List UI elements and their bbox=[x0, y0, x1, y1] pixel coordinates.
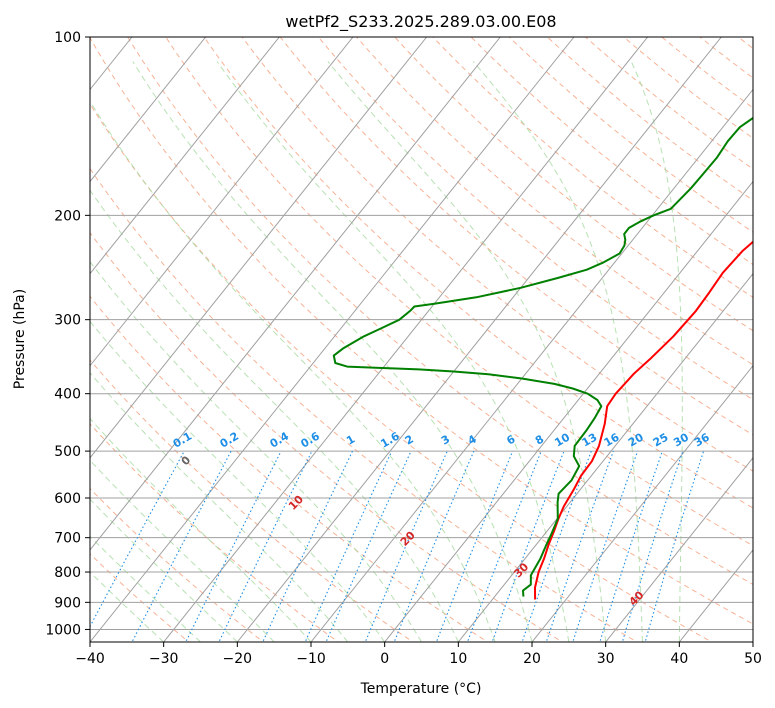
isotherm-line bbox=[531, 364, 753, 642]
y-tick-label: 800 bbox=[54, 565, 81, 581]
y-tick-label: 100 bbox=[54, 30, 81, 46]
y-tick-label: 400 bbox=[54, 387, 81, 403]
x-tick-label: −10 bbox=[296, 651, 326, 667]
mixing-ratio-line bbox=[545, 450, 614, 642]
x-tick-label: 10 bbox=[449, 651, 467, 667]
isotherm-line bbox=[605, 457, 753, 642]
sounding-lines bbox=[332, 116, 753, 600]
isotherm-line bbox=[163, 37, 649, 642]
plot-frame bbox=[89, 36, 754, 643]
isotherm-line bbox=[90, 37, 428, 459]
moist-adiabat-line bbox=[90, 535, 201, 642]
moist-adiabat-line bbox=[216, 61, 570, 642]
y-tick-label: 200 bbox=[54, 208, 81, 224]
dry-adiabat-line bbox=[90, 231, 564, 642]
background-lines bbox=[90, 37, 753, 642]
dry-adiabat-line bbox=[203, 37, 753, 509]
isotherm-line bbox=[236, 37, 722, 642]
isotherm-line bbox=[90, 37, 207, 183]
moist-adiabat-line bbox=[327, 61, 607, 642]
isotherm-line bbox=[90, 37, 354, 367]
moist-adiabat-line bbox=[90, 498, 238, 642]
isotherm-line bbox=[90, 37, 575, 642]
x-tick-label: 30 bbox=[597, 651, 615, 667]
dry-adiabat-line bbox=[90, 423, 340, 642]
isotherm-line bbox=[310, 88, 753, 642]
isotherm-line bbox=[457, 272, 753, 642]
dewpoint-profile bbox=[332, 116, 753, 597]
moist-adiabat-line bbox=[90, 320, 386, 642]
mixing-ratio-line bbox=[599, 450, 663, 642]
moist-adiabat-line bbox=[132, 61, 533, 642]
dry-adiabat-line bbox=[279, 37, 753, 436]
isotherm-line bbox=[384, 180, 753, 642]
isotherm-line bbox=[90, 37, 280, 275]
x-tick-label: 50 bbox=[744, 651, 762, 667]
y-tick-label: 500 bbox=[54, 444, 81, 460]
mixing-ratio-line bbox=[521, 450, 592, 642]
moist-adiabat-line bbox=[90, 260, 422, 642]
moist-adiabat-line bbox=[90, 372, 349, 642]
moist-adiabat-line bbox=[90, 571, 165, 642]
mixing-ratio-line bbox=[393, 450, 475, 642]
moist-adiabat-line bbox=[630, 61, 683, 642]
dry-adiabat-line bbox=[90, 37, 753, 625]
y-axis-title: Pressure (hPa) bbox=[12, 289, 28, 389]
y-tick-label: 600 bbox=[54, 491, 81, 507]
mixing-ratio-line bbox=[644, 450, 705, 642]
dry-adiabat-line bbox=[355, 37, 753, 366]
mixing-ratio-line bbox=[572, 450, 639, 642]
x-tick-label: 40 bbox=[670, 651, 688, 667]
moist-adiabat-line bbox=[90, 100, 496, 642]
isotherm-line bbox=[90, 37, 501, 551]
dry-adiabat-line bbox=[165, 37, 753, 547]
x-tick-label: −30 bbox=[149, 651, 179, 667]
x-axis-title: Temperature (°C) bbox=[360, 681, 482, 697]
x-tick-label: −20 bbox=[223, 651, 253, 667]
x-tick-label: −40 bbox=[75, 651, 105, 667]
y-tick-label: 300 bbox=[54, 313, 81, 329]
mixing-ratio-line bbox=[262, 450, 353, 642]
x-tick-label: 20 bbox=[523, 651, 541, 667]
moist-adiabat-line bbox=[90, 189, 459, 642]
x-tick-label: 0 bbox=[380, 651, 389, 667]
y-tick-label: 900 bbox=[54, 595, 81, 611]
axes: −40 −30 −20 −10 0 10 20 30 40 50 100 200 300 400 500 60… bbox=[45, 30, 762, 667]
mixing-ratio-line bbox=[621, 450, 684, 642]
mixing-ratio-line bbox=[90, 450, 185, 628]
mixing-ratio-line bbox=[435, 450, 514, 642]
chart-title: wetPf2_S233.2025.289.03.00.E08 bbox=[285, 12, 556, 32]
mixing-ratio-line bbox=[131, 450, 232, 642]
y-tick-label: 1000 bbox=[45, 622, 81, 638]
mixing-ratio-line bbox=[491, 450, 565, 642]
mixing-ratio-line bbox=[466, 450, 542, 642]
moist-adiabat-line bbox=[472, 61, 643, 642]
y-tick-label: 700 bbox=[54, 531, 81, 547]
